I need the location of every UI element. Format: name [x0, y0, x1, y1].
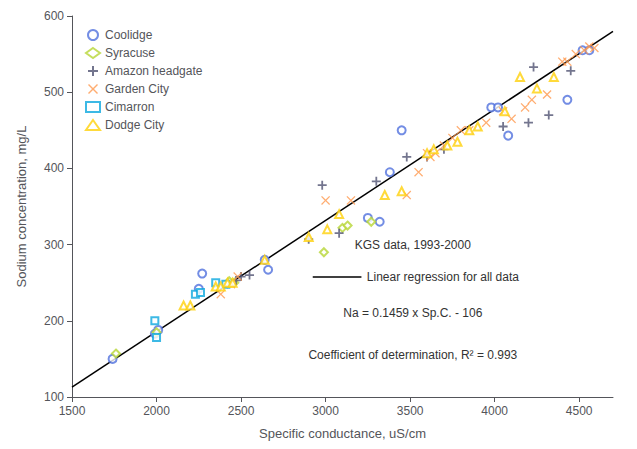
svg-text:KGS data, 1993-2000: KGS data, 1993-2000 [355, 238, 471, 252]
svg-text:3500: 3500 [397, 404, 424, 418]
svg-text:400: 400 [44, 161, 64, 175]
svg-text:Coolidge: Coolidge [105, 28, 153, 42]
svg-text:3000: 3000 [312, 404, 339, 418]
svg-text:2000: 2000 [143, 404, 170, 418]
svg-text:Linear regression for all data: Linear regression for all data [367, 270, 519, 284]
svg-text:4000: 4000 [481, 404, 508, 418]
svg-text:Dodge City: Dodge City [105, 118, 164, 132]
svg-text:600: 600 [44, 9, 64, 23]
svg-text:Coefficient of determination,: Coefficient of determination, R² = 0.993 [308, 348, 517, 362]
svg-text:4500: 4500 [566, 404, 593, 418]
svg-text:200: 200 [44, 314, 64, 328]
svg-text:500: 500 [44, 85, 64, 99]
svg-text:Na = 0.1459 x Sp.C. - 106: Na = 0.1459 x Sp.C. - 106 [343, 306, 482, 320]
svg-text:2500: 2500 [228, 404, 255, 418]
svg-text:300: 300 [44, 238, 64, 252]
svg-text:Garden City: Garden City [105, 82, 169, 96]
svg-text:Specific conductance, uS/cm: Specific conductance, uS/cm [259, 426, 426, 441]
svg-text:Amazon headgate: Amazon headgate [105, 64, 203, 78]
svg-text:100: 100 [44, 390, 64, 404]
svg-text:1500: 1500 [59, 404, 86, 418]
svg-text:Cimarron: Cimarron [105, 100, 154, 114]
svg-text:Sodium concentration, mg/L: Sodium concentration, mg/L [14, 126, 29, 288]
svg-text:Syracuse: Syracuse [105, 46, 155, 60]
